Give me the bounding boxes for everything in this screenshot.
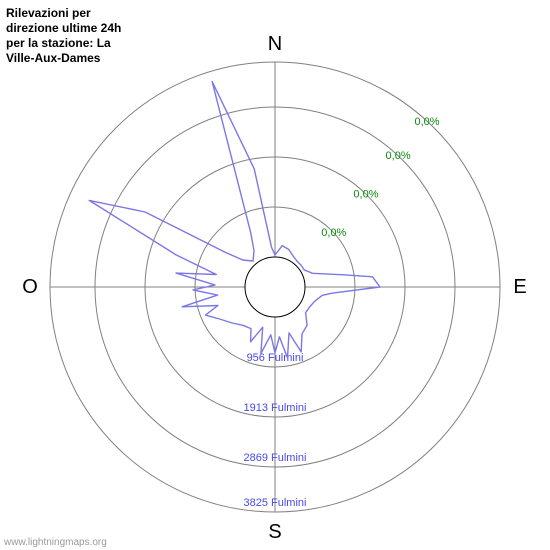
ring-label-count-2: 2869 Fulmini (244, 452, 307, 464)
ring-label-pct-3: 0,0% (414, 116, 439, 128)
ring-label-count-0: 956 Fulmini (247, 352, 304, 364)
cardinal-s: S (268, 521, 281, 543)
cardinal-n: N (268, 33, 282, 55)
ring-label-count-3: 3825 Fulmini (244, 497, 307, 509)
polar-chart: N S E O 0,0% 0,0% 0,0% 0,0% 956 Fulmini 1913 Fulm… (0, 0, 550, 550)
cardinal-w: O (22, 276, 38, 298)
cardinal-e: E (513, 276, 526, 298)
rose-series (89, 81, 380, 358)
ring-label-count-1: 1913 Fulmini (244, 402, 307, 414)
chart-container: Rilevazioni per direzione ultime 24h per… (0, 0, 550, 550)
footer-credit: www.lightningmaps.org (4, 537, 107, 548)
ring-label-pct-0: 0,0% (321, 227, 346, 239)
ring-label-pct-1: 0,0% (353, 189, 378, 201)
ring-label-pct-2: 0,0% (386, 150, 411, 162)
